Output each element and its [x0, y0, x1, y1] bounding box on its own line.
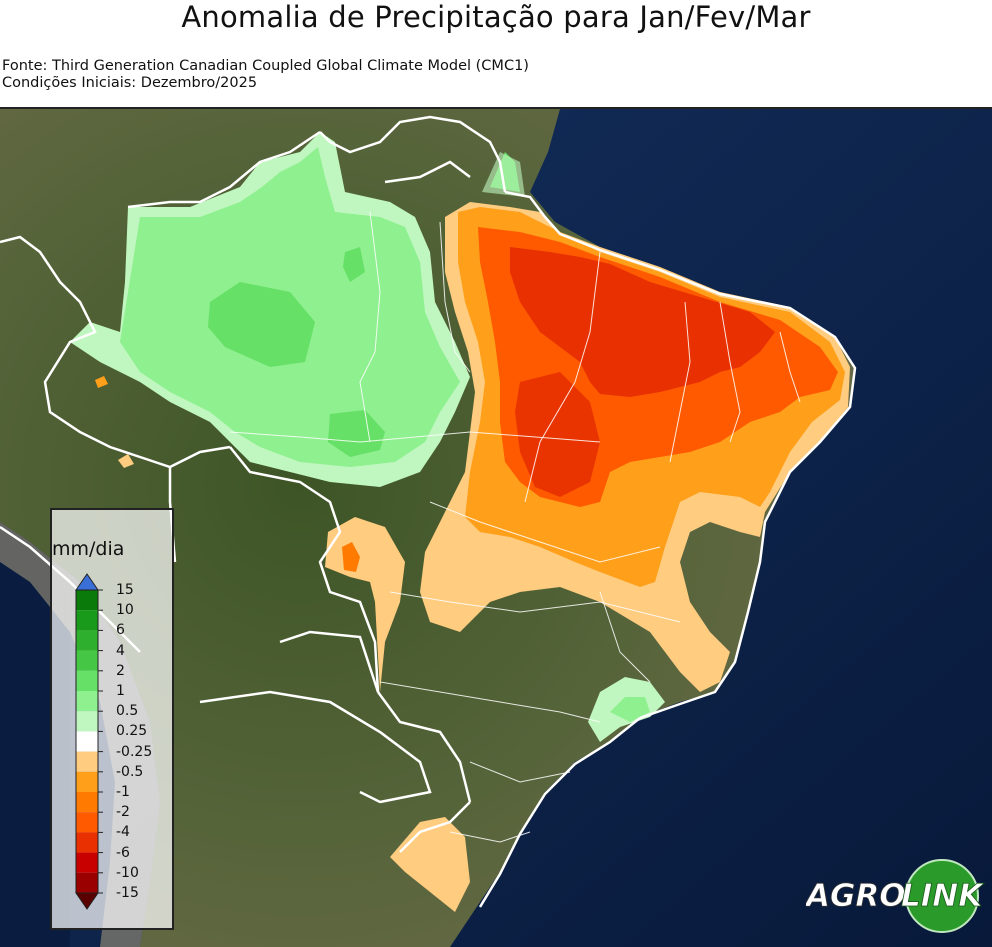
coastline: [478, 190, 857, 908]
legend-tick-label: -0.25: [116, 743, 153, 760]
colorbar-segment: [76, 852, 98, 873]
anomaly-mid-green-southeast: [610, 697, 650, 722]
legend-tick-label: 2: [116, 662, 125, 679]
colorbar-segment: [76, 771, 98, 792]
anomaly-mid-green: [208, 282, 315, 367]
legend-tick-label: 0.25: [116, 723, 148, 740]
legend-tick-label: -2: [116, 804, 130, 821]
source-line-initial-conditions: Condições Iniciais: Dezembro/2025: [2, 75, 258, 91]
legend-tick-label: -15: [116, 885, 139, 901]
legend-colorbar: [75, 573, 103, 910]
anomaly-orange-dot-west: [95, 376, 108, 388]
colorbar-segment: [76, 711, 98, 732]
legend-panel: [50, 508, 174, 930]
legend-tick-label: -10: [116, 864, 139, 881]
colorbar-top-arrow: [75, 573, 99, 591]
colorbar-segment: [76, 872, 98, 893]
colorbar-segment: [76, 670, 98, 691]
legend-tick-label: 10: [116, 602, 134, 619]
anomaly-mid-green-2: [328, 410, 385, 457]
source-line-model: Fonte: Third Generation Canadian Coupled…: [2, 58, 529, 74]
anomaly-mid-green-3: [343, 247, 365, 282]
anomaly-light-green-north: [482, 152, 525, 197]
anomaly-orange-west-patch: [342, 542, 360, 572]
colorbar-segment: [76, 792, 98, 813]
legend-tick-label: -4: [116, 824, 130, 841]
legend-unit-label: mm/dia: [52, 538, 125, 560]
legend-tick-label: 4: [116, 642, 125, 659]
anomaly-red-2: [515, 372, 600, 497]
svg-text:AGRO: AGRO: [806, 878, 906, 914]
colorbar-segment: [76, 812, 98, 833]
colorbar-segment: [76, 691, 98, 712]
colorbar-segment: [76, 630, 98, 651]
colorbar-segment: [76, 650, 98, 671]
agrolink-logo: AGRO LINK: [806, 859, 985, 933]
colorbar-outline: [75, 589, 99, 894]
colorbar-segment: [76, 590, 98, 611]
map-title: Anomalia de Precipitação para Jan/Fev/Ma…: [181, 0, 811, 34]
legend-tick-label: -0.5: [116, 763, 144, 780]
legend-tick-label: -1: [116, 784, 130, 800]
legend-tick-label: -6: [116, 844, 130, 861]
legend-tick-label: 6: [116, 622, 125, 639]
colorbar-segment: [76, 832, 98, 853]
colorbar-bottom-arrow: [75, 892, 99, 910]
anomaly-red: [510, 247, 775, 397]
colorbar-segment: [76, 731, 98, 752]
source-text: Fonte: Third Generation Canadian Coupled…: [2, 58, 529, 92]
legend-tick-label: 1: [116, 683, 125, 699]
legend-tick-label: 0.5: [116, 703, 139, 720]
anomaly-light-orange-dot: [118, 454, 134, 468]
colorbar-segment: [76, 610, 98, 631]
state-borders: [229, 211, 801, 843]
colorbar-segment: [76, 751, 98, 772]
svg-text:LINK: LINK: [901, 878, 984, 914]
legend-tick-label: 15: [116, 582, 134, 598]
